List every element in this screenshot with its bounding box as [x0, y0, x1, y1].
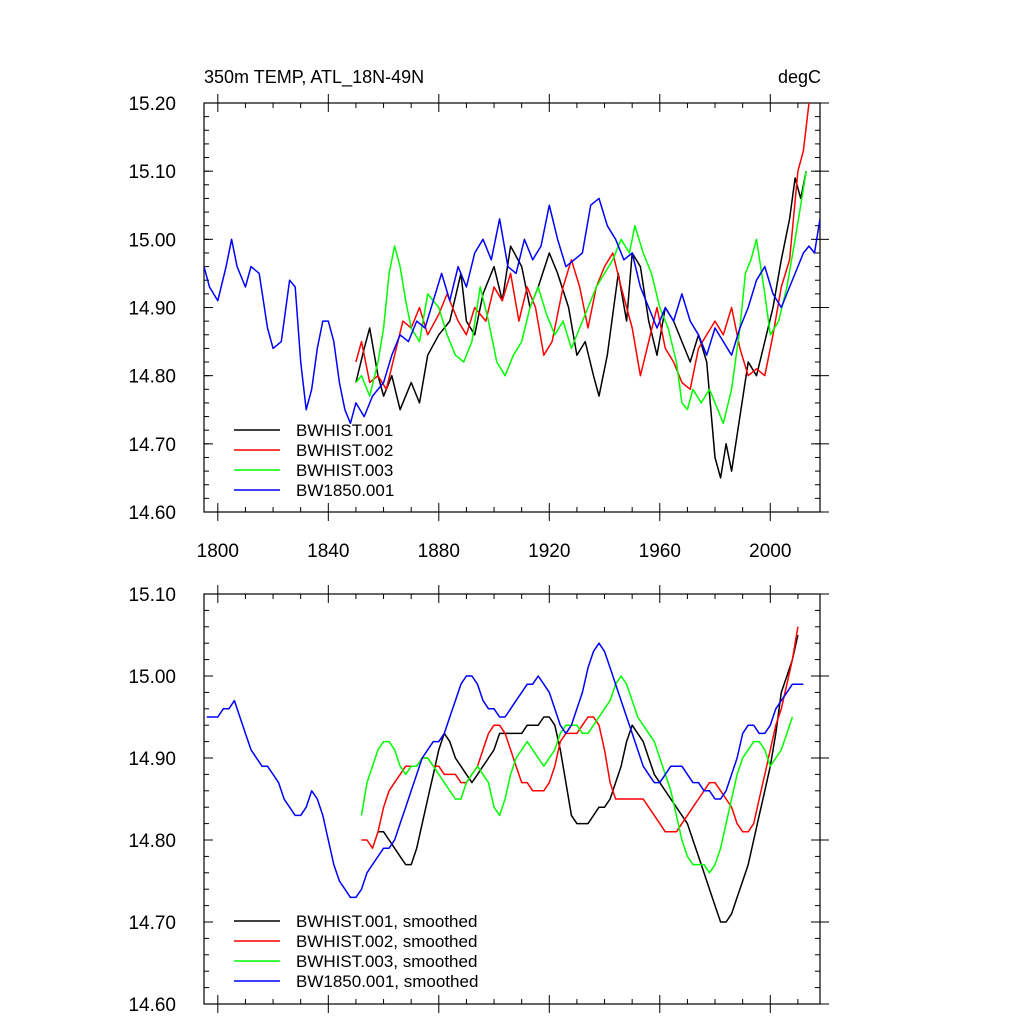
bottom-panel: 14.60 14.70 14.80 14.90 15.00 15.10 BWHIST.001… [128, 585, 829, 1016]
x-tick-label: 1880 [418, 541, 460, 562]
y-tick-label: 15.10 [128, 585, 176, 606]
x-tick-label: 1960 [639, 541, 681, 562]
y-tick-label: 14.60 [128, 503, 176, 524]
plot-frame [203, 593, 821, 1005]
series-line-bw1850-001 [204, 197, 820, 425]
y-tick-label: 14.70 [128, 435, 176, 456]
y-tick-label: 14.80 [128, 831, 176, 852]
series-line-bwhist-001 [355, 171, 807, 479]
legend-label: BWHIST.003 [296, 461, 393, 480]
y-tick-label: 14.90 [128, 749, 176, 770]
legend-label: BW1850.001 [296, 481, 394, 500]
x-tick-label: 1800 [197, 541, 239, 562]
series-line-bwhist-002 [355, 103, 810, 391]
series-line-bwhist-001-smoothed [378, 634, 799, 923]
y-tick-label: 14.90 [128, 299, 176, 320]
legend-label: BWHIST.003, smoothed [296, 952, 477, 971]
legend-label: BW1850.001, smoothed [296, 972, 478, 991]
series-line-bw1850-001-smoothed [206, 642, 804, 899]
legend-label: BWHIST.002, smoothed [296, 932, 477, 951]
y-tick-label: 14.80 [128, 367, 176, 388]
top-panel-units: degC [778, 67, 821, 87]
series-line-bwhist-003-smoothed [360, 675, 794, 874]
legend-label: BWHIST.001 [296, 421, 393, 440]
y-tick-label: 15.00 [128, 667, 176, 688]
y-tick-label: 15.20 [128, 94, 176, 115]
top-panel-title: 350m TEMP, ATL_18N-49N [204, 67, 424, 88]
top-panel: 350m TEMP, ATL_18N-49N degC 1800 1840 1880… [128, 67, 829, 562]
legend-label: BWHIST.002 [296, 441, 393, 460]
y-tick-label: 14.70 [128, 913, 176, 934]
x-tick-label: 1840 [307, 541, 349, 562]
y-tick-label: 15.00 [128, 230, 176, 251]
x-tick-label: 1920 [528, 541, 570, 562]
series-line-bwhist-002-smoothed [361, 626, 799, 849]
x-tick-label: 2000 [749, 541, 791, 562]
y-tick-label: 14.60 [128, 995, 176, 1016]
y-tick-label: 15.10 [128, 162, 176, 183]
legend-label: BWHIST.001, smoothed [296, 912, 477, 931]
